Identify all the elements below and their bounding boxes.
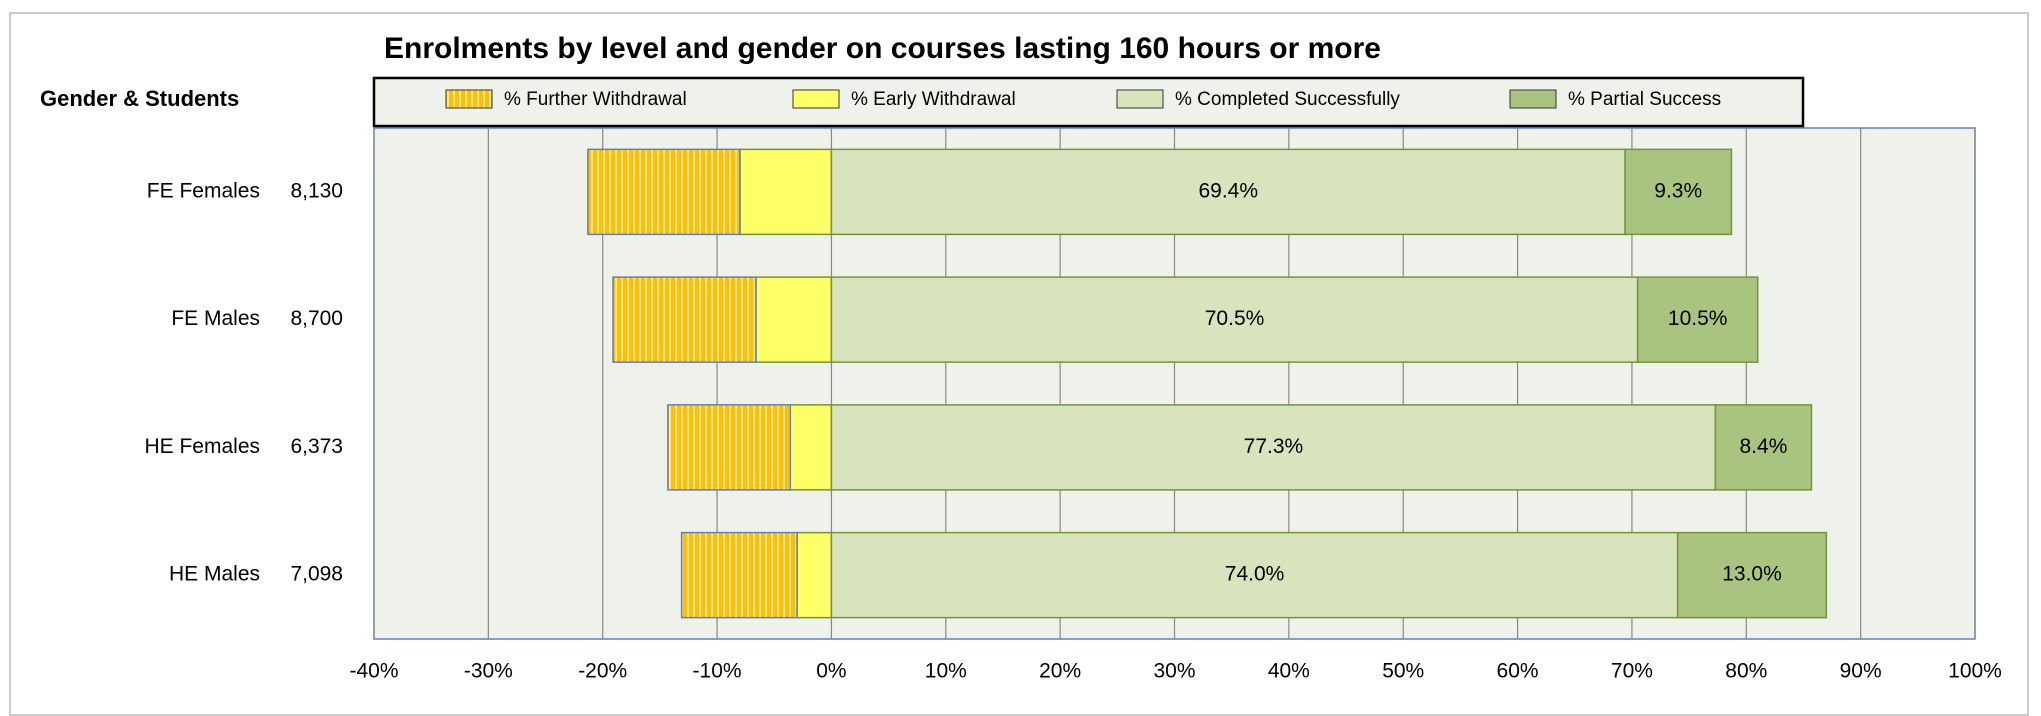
x-tick-label: 90% (1840, 660, 1882, 683)
x-tick-label: 80% (1725, 660, 1767, 683)
data-label: 70.5% (1205, 307, 1265, 330)
chart-title: Enrolments by level and gender on course… (384, 32, 1381, 65)
x-tick-label: 70% (1611, 660, 1653, 683)
bar-segment (796, 531, 833, 619)
legend-label: % Early Withdrawal (851, 89, 1016, 110)
x-tick-label: 40% (1268, 660, 1310, 683)
bar-segment (612, 276, 757, 363)
x-tick-label: -40% (349, 660, 398, 683)
data-label: 9.3% (1654, 179, 1702, 202)
x-tick-label: -20% (578, 660, 627, 683)
category-label: FE Males (171, 307, 260, 330)
legend-label: % Further Withdrawal (504, 89, 687, 110)
data-label: 10.5% (1668, 307, 1728, 330)
bar-segment (1714, 404, 1813, 491)
legend-label: % Partial Success (1568, 89, 1721, 110)
category-label: FE Females (147, 179, 260, 202)
student-count: 7,098 (290, 563, 343, 586)
bar-segment (739, 148, 833, 236)
x-tick-label: 60% (1497, 660, 1539, 683)
x-tick-label: 0% (816, 660, 846, 683)
data-label: 8.4% (1740, 435, 1788, 458)
data-label: 69.4% (1198, 179, 1258, 202)
x-tick-label: -30% (464, 660, 513, 683)
category-label: HE Females (144, 435, 260, 458)
data-label: 77.3% (1244, 435, 1304, 458)
x-tick-label: -10% (693, 660, 742, 683)
category-label: HE Males (169, 563, 260, 586)
x-tick-label: 50% (1382, 660, 1424, 683)
bar-segment (587, 148, 741, 236)
bar-segment (830, 404, 1717, 491)
legend (372, 76, 1805, 128)
bar-segment (830, 148, 1626, 236)
x-tick-label: 10% (925, 660, 967, 683)
bar-segment (1676, 531, 1828, 619)
legend-swatch (1509, 89, 1557, 109)
student-count: 6,373 (290, 435, 343, 458)
bar-segment (1624, 148, 1733, 236)
bar-segment (667, 404, 792, 491)
bar-segment (830, 276, 1639, 363)
data-label: 74.0% (1225, 563, 1285, 586)
student-count: 8,700 (290, 307, 343, 330)
student-count: 8,130 (290, 179, 343, 202)
bar-segment (680, 531, 798, 619)
x-tick-label: 100% (1948, 660, 2002, 683)
bar-segment (1636, 276, 1759, 363)
x-tick-label: 20% (1039, 660, 1081, 683)
legend-swatch (792, 89, 840, 109)
legend-label: % Completed Successfully (1175, 89, 1400, 110)
x-tick-label: 30% (1153, 660, 1195, 683)
bar-segment (830, 531, 1679, 619)
legend-swatch (1116, 89, 1164, 109)
bar-segment (789, 404, 833, 491)
y-axis-label: Gender & Students (40, 86, 239, 111)
data-label: 13.0% (1722, 563, 1782, 586)
bar-segment (755, 276, 833, 363)
legend-swatch (445, 89, 493, 109)
